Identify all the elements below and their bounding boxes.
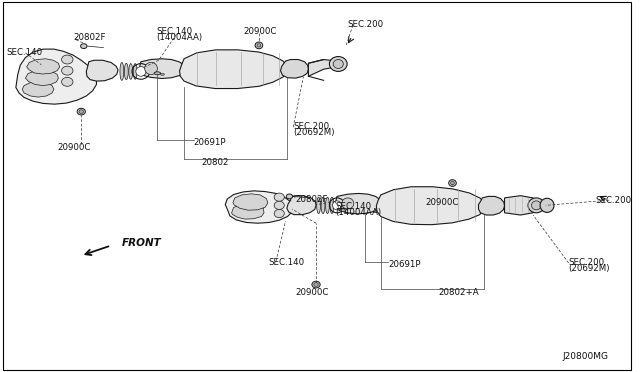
Text: 20802F: 20802F [295, 195, 328, 203]
Text: SEC.140: SEC.140 [335, 202, 371, 211]
Text: 20900C: 20900C [295, 288, 328, 297]
Ellipse shape [340, 209, 346, 211]
Ellipse shape [154, 72, 161, 75]
Ellipse shape [333, 201, 341, 210]
Ellipse shape [274, 209, 284, 218]
Ellipse shape [61, 77, 73, 86]
Polygon shape [180, 50, 287, 89]
Ellipse shape [330, 197, 334, 214]
Ellipse shape [61, 66, 73, 75]
Ellipse shape [528, 198, 545, 213]
Polygon shape [376, 187, 484, 225]
Text: SEC.200: SEC.200 [595, 196, 632, 205]
Text: 20900C: 20900C [244, 27, 277, 36]
Text: SEC.140: SEC.140 [268, 258, 305, 267]
Text: (14004AA): (14004AA) [335, 208, 381, 217]
Text: SEC.140: SEC.140 [156, 27, 192, 36]
Polygon shape [280, 60, 308, 78]
Text: SEC.200: SEC.200 [293, 122, 330, 131]
Ellipse shape [286, 194, 292, 199]
Text: 20802: 20802 [202, 158, 229, 167]
Ellipse shape [257, 44, 261, 47]
Ellipse shape [136, 67, 146, 76]
Ellipse shape [540, 198, 554, 212]
Ellipse shape [79, 110, 83, 113]
Polygon shape [479, 196, 504, 215]
Polygon shape [335, 193, 381, 214]
Text: 20691P: 20691P [388, 260, 421, 269]
Ellipse shape [317, 197, 321, 214]
Text: 20802+A: 20802+A [438, 288, 479, 297]
Text: SEC.200: SEC.200 [568, 258, 605, 267]
Polygon shape [22, 81, 54, 97]
Ellipse shape [274, 193, 284, 201]
Ellipse shape [330, 57, 347, 71]
Polygon shape [86, 60, 118, 81]
Polygon shape [232, 203, 264, 219]
Text: (20692M): (20692M) [293, 128, 335, 137]
Text: 20900C: 20900C [425, 198, 459, 207]
Text: 20691P: 20691P [193, 138, 226, 147]
Ellipse shape [77, 108, 85, 115]
Text: FRONT: FRONT [122, 238, 161, 247]
Ellipse shape [321, 197, 325, 214]
Polygon shape [26, 70, 58, 86]
Ellipse shape [451, 182, 454, 185]
Ellipse shape [449, 180, 456, 186]
Text: SEC.140: SEC.140 [6, 48, 42, 57]
Text: 20802F: 20802F [74, 33, 106, 42]
Text: (20692M): (20692M) [568, 264, 610, 273]
Text: SEC.200: SEC.200 [347, 20, 383, 29]
Polygon shape [225, 191, 293, 223]
Polygon shape [138, 59, 186, 78]
Polygon shape [308, 60, 337, 76]
Ellipse shape [81, 44, 87, 49]
Ellipse shape [531, 201, 541, 210]
Ellipse shape [312, 281, 320, 288]
Ellipse shape [120, 62, 124, 80]
Ellipse shape [333, 60, 343, 68]
Polygon shape [16, 49, 97, 104]
Ellipse shape [133, 64, 137, 79]
Text: J20800MG: J20800MG [562, 352, 608, 361]
Ellipse shape [161, 74, 164, 75]
Ellipse shape [255, 42, 263, 49]
Ellipse shape [145, 62, 157, 75]
Ellipse shape [129, 64, 132, 79]
Ellipse shape [326, 197, 330, 214]
Ellipse shape [314, 283, 318, 286]
Ellipse shape [274, 201, 284, 209]
Polygon shape [504, 196, 533, 215]
Polygon shape [233, 194, 268, 210]
Ellipse shape [342, 198, 354, 209]
Text: 20900C: 20900C [58, 143, 91, 152]
Ellipse shape [124, 63, 128, 80]
Polygon shape [287, 196, 316, 215]
Ellipse shape [61, 55, 73, 64]
Text: (14004AA): (14004AA) [156, 33, 202, 42]
Polygon shape [27, 59, 60, 74]
